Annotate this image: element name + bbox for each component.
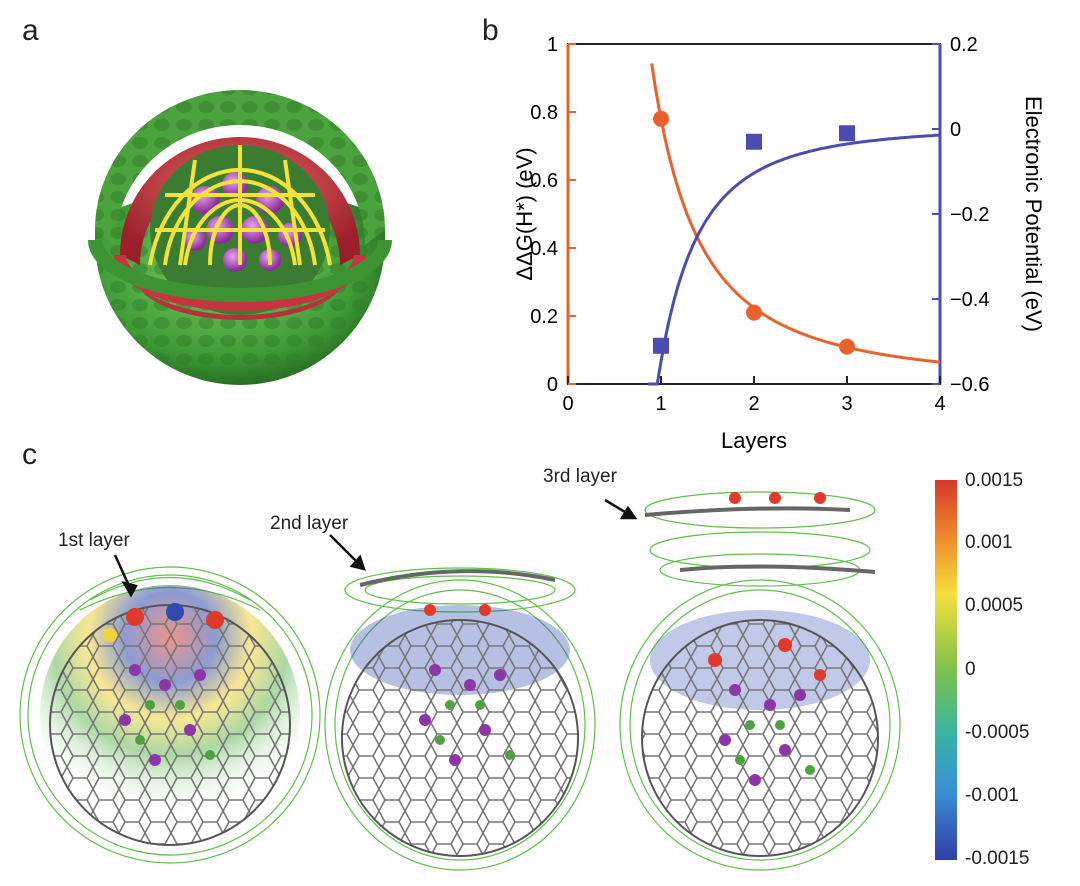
y-right-tick-label: −0.4	[950, 289, 989, 311]
y-left-tick-label: 0.4	[530, 238, 558, 260]
label-1st-layer: 1st layer	[58, 530, 130, 551]
colorbar	[935, 480, 957, 860]
y-axis-right-label: Electronic Potential (eV)	[1021, 96, 1046, 332]
x-tick-label: 0	[562, 393, 573, 415]
panel-b-chart: 0 1 2 3 4 0 0.2 0.4 0.6 0.8 1 −0.6 −0.4 −0.2 0 0.2 La…	[512, 34, 1046, 453]
left-series-point	[653, 110, 669, 127]
x-tick-label: 1	[655, 393, 666, 415]
x-axis-label: Layers	[721, 428, 787, 453]
left-series-point	[839, 338, 855, 355]
y-right-tick-label: −0.2	[950, 204, 989, 226]
right-series-point	[653, 337, 669, 354]
y-left-tick-label: 0.8	[530, 102, 558, 124]
x-tick-label: 4	[934, 393, 945, 415]
colorbar-tick-6: -0.0015	[965, 848, 1030, 869]
plot-area-frame	[567, 43, 941, 385]
panel-b-label: b	[482, 14, 499, 47]
y-right-tick-label: 0	[950, 119, 961, 141]
colorbar-tick-0: 0.0015	[965, 470, 1024, 491]
panel-c-illustration	[19, 491, 901, 871]
arrow-2nd-layer	[329, 534, 361, 566]
sphere-3rd-layer	[619, 491, 901, 871]
left-series-point	[746, 304, 762, 321]
left-fit-curve	[650, 63, 941, 364]
y-left-tick-label: 0	[547, 374, 558, 396]
sphere-2nd-layer	[324, 567, 596, 871]
label-3rd-layer: 3rd layer	[543, 466, 617, 487]
x-tick-label: 3	[841, 393, 852, 415]
right-series-point	[839, 125, 855, 142]
y-right-tick-label: −0.6	[950, 374, 989, 396]
label-2nd-layer: 2nd layer	[270, 513, 349, 534]
arrow-1st-layer	[113, 554, 132, 589]
colorbar-tick-3: 0	[965, 659, 976, 680]
colorbar-tick-4: -0.0005	[965, 722, 1030, 743]
colorbar-tick-2: 0.0005	[965, 595, 1024, 616]
panel-a-label: a	[22, 14, 39, 47]
y-left-tick-label: 1	[547, 34, 558, 56]
y-axis-left-label: ΔΔG(H*) (eV)	[512, 147, 537, 280]
y-left-tick-label: 0.6	[530, 170, 558, 192]
y-right-tick-label: 0.2	[950, 34, 978, 56]
colorbar-tick-5: -0.001	[965, 785, 1019, 806]
right-series-point	[746, 133, 762, 150]
panel-a-illustration	[88, 90, 392, 385]
right-fit-curve	[648, 133, 941, 386]
sphere-1st-layer	[19, 566, 321, 864]
panel-c-label: c	[22, 438, 37, 471]
y-left-tick-label: 0.2	[530, 306, 558, 328]
colorbar-tick-1: 0.001	[965, 532, 1013, 553]
x-tick-label: 2	[748, 393, 759, 415]
